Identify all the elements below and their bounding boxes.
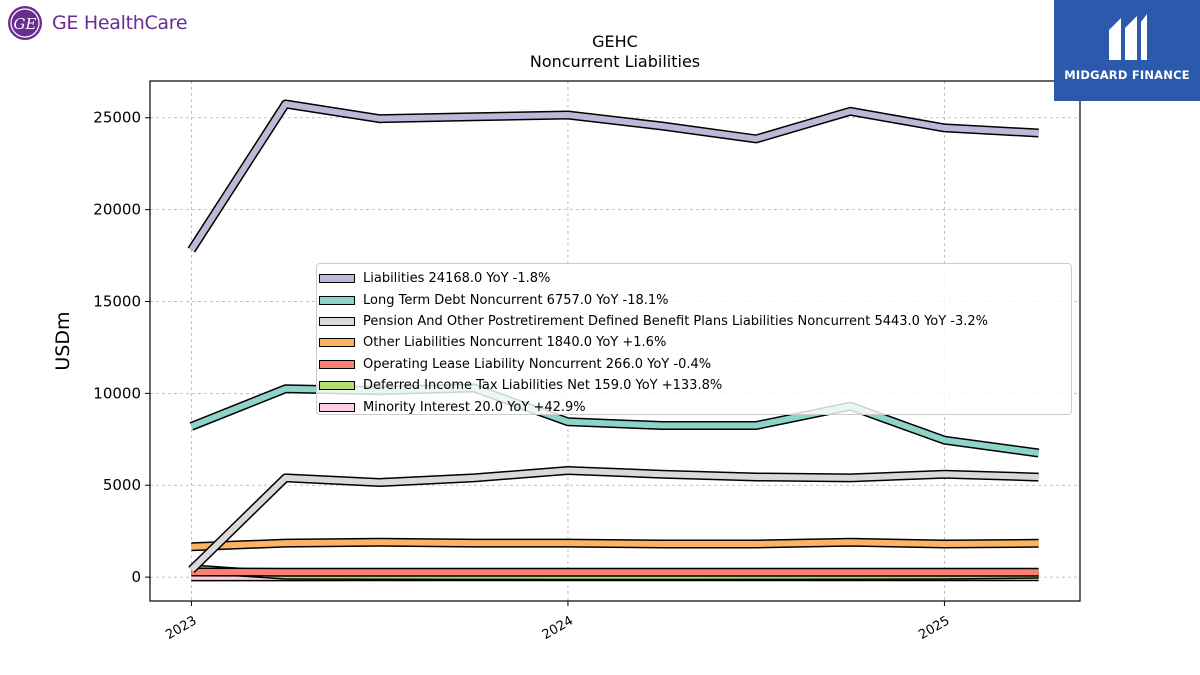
legend-label: Other Liabilities Noncurrent 1840.0 YoY … <box>363 335 667 351</box>
legend-swatch <box>319 316 355 326</box>
legend-swatch <box>319 338 355 348</box>
brand-name: GE HealthCare <box>52 12 188 34</box>
brand-logo: GE GE HealthCare <box>6 4 188 42</box>
legend-entry: Deferred Income Tax Liabilities Net 159.… <box>317 375 1071 396</box>
y-tick-label: 5000 <box>103 476 141 494</box>
ge-monogram-icon: GE <box>8 6 42 40</box>
legend-swatch <box>319 359 355 369</box>
series-line <box>189 467 1039 572</box>
svg-text:GE: GE <box>14 15 37 33</box>
midgard-mark-icon <box>1109 14 1147 60</box>
x-tick-label: 2025 <box>916 613 952 643</box>
legend-entry: Minority Interest 20.0 YoY +42.9% <box>317 396 1071 417</box>
legend-label: Liabilities 24168.0 YoY -1.8% <box>363 271 551 287</box>
y-tick-label: 20000 <box>93 201 141 219</box>
legend-swatch <box>319 402 355 412</box>
series-line <box>188 101 1039 252</box>
legend-swatch <box>319 274 355 284</box>
chart-title: GEHC <box>592 32 638 51</box>
legend-entry: Operating Lease Liability Noncurrent 266… <box>317 354 1071 375</box>
x-tick-label: 2023 <box>163 613 199 643</box>
legend-swatch <box>319 295 355 305</box>
y-axis-label: USDm <box>52 311 74 370</box>
y-tick-label: 0 <box>131 568 141 586</box>
legend-entry: Liabilities 24168.0 YoY -1.8% <box>317 268 1071 289</box>
legend-entry: Pension And Other Postretirement Defined… <box>317 311 1071 332</box>
legend-label: Deferred Income Tax Liabilities Net 159.… <box>363 378 723 394</box>
legend-label: Minority Interest 20.0 YoY +42.9% <box>363 399 586 415</box>
y-tick-label: 15000 <box>93 292 141 310</box>
chart-legend: Liabilities 24168.0 YoY -1.8% Long Term D… <box>316 263 1072 415</box>
legend-label: Long Term Debt Noncurrent 6757.0 YoY -18… <box>363 292 669 308</box>
series-line <box>191 539 1039 550</box>
legend-label: Operating Lease Liability Noncurrent 266… <box>363 356 712 372</box>
legend-entry: Long Term Debt Noncurrent 6757.0 YoY -18… <box>317 289 1071 310</box>
y-tick-label: 10000 <box>93 384 141 402</box>
midgard-finance-text: MIDGARD FINANCE <box>1064 68 1190 82</box>
midgard-finance-logo: MIDGARD FINANCE <box>1054 0 1200 101</box>
series-line-outline <box>187 99 1039 253</box>
legend-swatch <box>319 381 355 391</box>
x-tick-label: 2024 <box>540 613 576 643</box>
plot-frame <box>149 80 1081 602</box>
legend-entry: Other Liabilities Noncurrent 1840.0 YoY … <box>317 332 1071 353</box>
legend-label: Pension And Other Postretirement Defined… <box>363 313 989 329</box>
y-tick-label: 25000 <box>93 109 141 127</box>
chart-subtitle: Noncurrent Liabilities <box>529 52 701 71</box>
